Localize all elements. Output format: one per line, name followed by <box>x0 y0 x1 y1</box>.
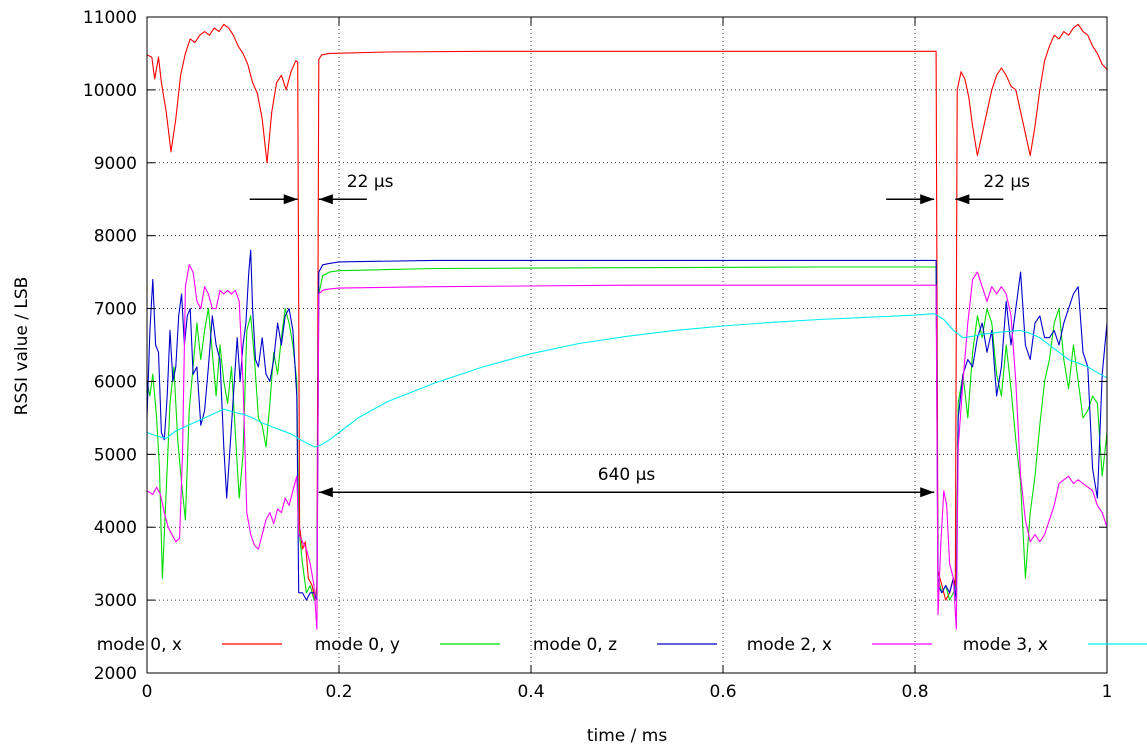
legend-label: mode 0, z <box>533 635 617 655</box>
x-tick-label: 1 <box>1102 682 1113 702</box>
legend-label: mode 0, y <box>315 635 400 655</box>
plot-frame <box>146 16 1108 674</box>
annotation-label: 22 µs <box>983 172 1030 192</box>
grid <box>147 17 1107 673</box>
series-line-5 <box>146 313 1108 448</box>
annotation-label: 640 µs <box>598 465 656 485</box>
arrow-head <box>318 194 333 205</box>
y-tick-label: 9000 <box>94 154 137 174</box>
x-tick-label: 0.8 <box>901 682 928 702</box>
legend: mode 0, x mode 0, y mode 0, z mode 2, x mode… <box>97 635 1147 655</box>
legend-label: mode 2, x <box>747 635 832 655</box>
series-line-4 <box>146 264 1108 630</box>
x-axis-label: time / ms <box>587 726 668 746</box>
y-tick-label: 4000 <box>94 518 137 538</box>
y-tick-label: 6000 <box>94 372 137 392</box>
y-tick-label: 2000 <box>94 664 137 684</box>
x-tick-label: 0.2 <box>325 682 352 702</box>
legend-label: mode 0, x <box>97 635 182 655</box>
axis-ticks: 0 0.2 0.4 0.6 0.8 1 2000 3000 4000 5000 6000 7000 80… <box>83 8 1113 702</box>
y-tick-label: 7000 <box>94 300 137 320</box>
arrow-head <box>920 194 935 205</box>
annotations: 22 µs 22 µs 640 µs <box>249 172 1030 498</box>
y-axis-label: RSSI value / LSB <box>12 277 32 416</box>
y-tick-label: 8000 <box>94 227 137 247</box>
series-line-3 <box>146 249 1108 601</box>
series-line-1 <box>146 23 1108 601</box>
x-tick-label: 0 <box>142 682 153 702</box>
y-tick-label: 3000 <box>94 591 137 611</box>
y-tick-label: 5000 <box>94 445 137 465</box>
x-tick-label: 0.6 <box>709 682 736 702</box>
arrow-head <box>318 487 333 498</box>
legend-label: mode 3, x <box>963 635 1048 655</box>
y-tick-label: 10000 <box>83 81 137 101</box>
series-lines <box>146 23 1108 630</box>
arrow-head <box>955 194 970 205</box>
y-tick-label: 11000 <box>83 8 137 28</box>
x-tick-label: 0.4 <box>517 682 544 702</box>
annotation-label: 22 µs <box>347 172 394 192</box>
arrow-head <box>920 487 935 498</box>
arrow-head <box>283 194 298 205</box>
